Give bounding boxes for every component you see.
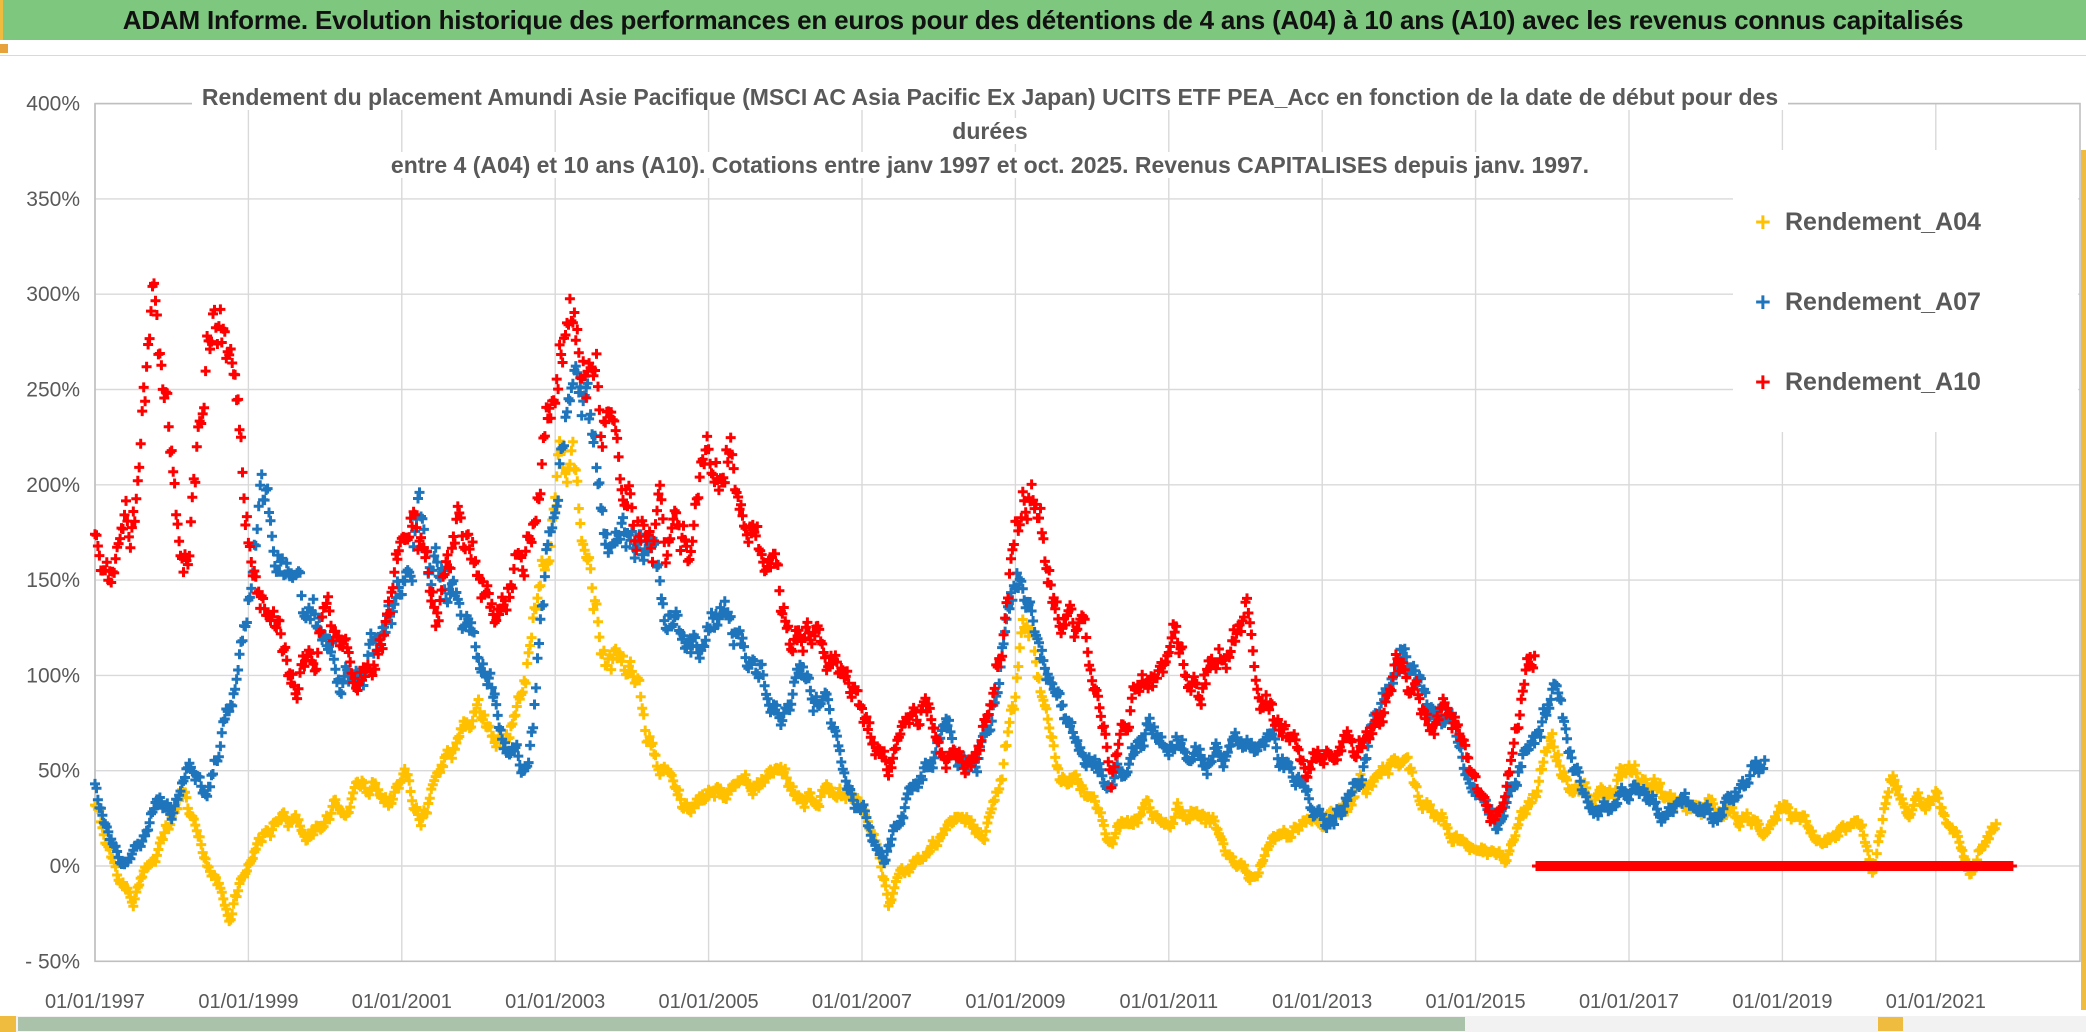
x-tick-label: 01/01/1997 (45, 991, 145, 1013)
pane-divider-line (0, 55, 2086, 56)
x-tick-label: 01/01/2011 (1119, 991, 1218, 1013)
y-tick-label: 150% (26, 569, 80, 592)
x-axis-tick-labels: 01/01/1997 01/01/1999 01/01/2001 01/01/2003… (45, 991, 1986, 1013)
right-edge-accent-strip (2081, 150, 2086, 1010)
chart-legend: + Rendement_A04 + Rendement_A07 + Rendem… (1733, 150, 2078, 432)
legend-item-rendement-a04[interactable]: + Rendement_A04 (1755, 205, 1981, 239)
chart-title-line-1: Rendement du placement Amundi Asie Pacif… (95, 80, 1885, 114)
plus-marker-icon: + (1755, 287, 1771, 317)
y-tick-label: 50% (38, 760, 80, 783)
x-tick-label: 01/01/2003 (505, 991, 605, 1013)
x-tick-label: 01/01/2001 (352, 991, 452, 1013)
plus-marker-icon: + (1755, 207, 1771, 237)
y-tick-label: 400% (26, 93, 80, 116)
legend-label: Rendement_A07 (1785, 287, 1981, 316)
x-tick-label: 01/01/2009 (965, 991, 1065, 1013)
scrollbar-thumb[interactable] (18, 1017, 1465, 1031)
scrollbar-corner-marker (0, 1016, 16, 1032)
x-tick-label: 01/01/2017 (1579, 991, 1679, 1013)
legend-label: Rendement_A10 (1785, 367, 1981, 396)
x-tick-label: 01/01/2021 (1886, 991, 1986, 1013)
legend-item-rendement-a07[interactable]: + Rendement_A07 (1755, 285, 1981, 319)
chart-title-line-2: durées (95, 114, 1885, 148)
chart-title: Rendement du placement Amundi Asie Pacif… (95, 80, 1885, 182)
y-tick-label: - 50% (25, 950, 80, 973)
x-tick-label: 01/01/2015 (1426, 991, 1526, 1013)
y-tick-label: 200% (26, 474, 80, 497)
x-tick-label: 01/01/2005 (659, 991, 759, 1013)
y-tick-label: 350% (26, 188, 80, 211)
legend-label: Rendement_A04 (1785, 207, 1981, 236)
chart-title-line-3: entre 4 (A04) et 10 ans (A10). Cotations… (95, 148, 1885, 182)
y-tick-label: 100% (26, 664, 80, 687)
horizontal-scrollbar[interactable] (0, 1016, 2086, 1032)
series-points-rendement_a10 (90, 278, 2017, 871)
y-axis-tick-labels: 400% 350% 300% 250% 200% 150% 100% 50% 0% - 50% (25, 93, 80, 974)
scrollbar-notch (1878, 1017, 1903, 1031)
series-points-rendement_a07 (90, 361, 1770, 870)
left-edge-accent-strip (0, 0, 3, 40)
x-tick-label: 01/01/2013 (1272, 991, 1372, 1013)
x-tick-label: 01/01/1999 (198, 991, 298, 1013)
x-tick-label: 01/01/2019 (1732, 991, 1832, 1013)
x-tick-label: 01/01/2007 (812, 991, 912, 1013)
plus-marker-icon: + (1755, 367, 1771, 397)
y-tick-label: 250% (26, 379, 80, 402)
legend-item-rendement-a10[interactable]: + Rendement_A10 (1755, 365, 1981, 399)
banner-title: ADAM Informe. Evolution historique des p… (0, 0, 2086, 40)
y-tick-label: 300% (26, 283, 80, 306)
y-tick-label: 0% (50, 855, 80, 878)
pane-corner-marker (0, 44, 8, 53)
